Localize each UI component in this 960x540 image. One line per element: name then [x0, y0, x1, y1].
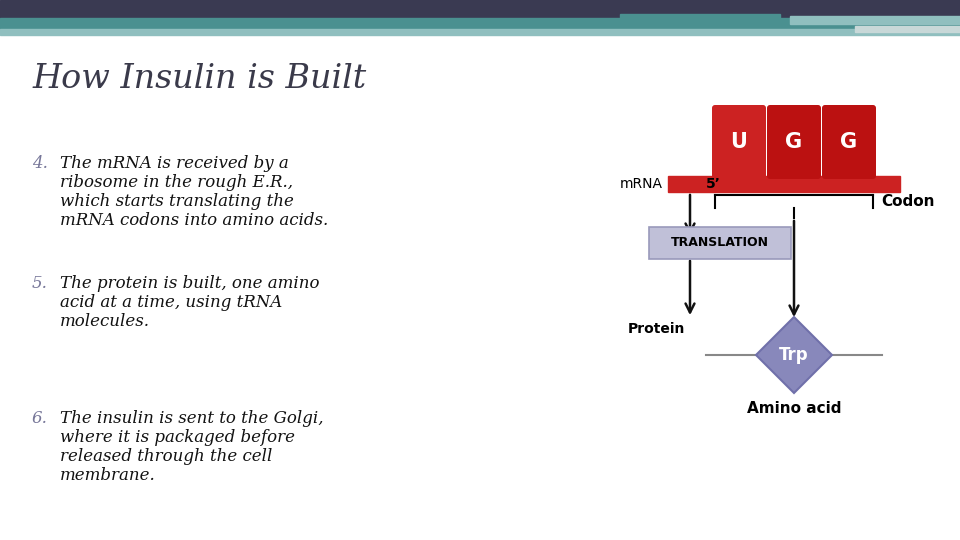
Text: 5’: 5’ [706, 177, 721, 191]
Text: Amino acid: Amino acid [747, 401, 841, 416]
Bar [855, 26, 960, 32]
Text: mRNA codons into amino acids.: mRNA codons into amino acids. [60, 212, 328, 229]
Text: The insulin is sent to the Golgi,: The insulin is sent to the Golgi, [60, 410, 324, 427]
Text: TRANSLATION: TRANSLATION [671, 237, 769, 249]
Text: 5.: 5. [32, 275, 48, 292]
Text: which starts translating the: which starts translating the [60, 193, 294, 210]
Text: molecules.: molecules. [60, 313, 150, 330]
Bar [790, 16, 960, 24]
FancyBboxPatch shape [767, 105, 821, 179]
Text: The protein is built, one amino: The protein is built, one amino [60, 275, 320, 292]
Text: U: U [731, 132, 748, 152]
Text: Protein: Protein [628, 322, 685, 336]
Text: released through the cell: released through the cell [60, 448, 273, 465]
Text: membrane.: membrane. [60, 467, 156, 484]
FancyBboxPatch shape [712, 105, 766, 179]
Text: 6.: 6. [32, 410, 48, 427]
Text: G: G [840, 132, 857, 152]
Text: G: G [785, 132, 803, 152]
Text: mRNA: mRNA [620, 177, 663, 191]
Text: 4.: 4. [32, 155, 48, 172]
Bar [0, 0, 960, 18]
Polygon shape [756, 317, 832, 393]
Text: where it is packaged before: where it is packaged before [60, 429, 295, 446]
Bar [0, 18, 960, 29]
Text: How Insulin is Built: How Insulin is Built [32, 63, 366, 95]
Bar [668, 176, 900, 192]
Bar [0, 29, 960, 35]
Text: Trp: Trp [780, 346, 809, 364]
FancyBboxPatch shape [649, 227, 791, 259]
Text: The mRNA is received by a: The mRNA is received by a [60, 155, 289, 172]
Text: ribosome in the rough E.R.,: ribosome in the rough E.R., [60, 174, 293, 191]
Text: Codon: Codon [881, 194, 934, 210]
Text: acid at a time, using tRNA: acid at a time, using tRNA [60, 294, 282, 311]
FancyBboxPatch shape [822, 105, 876, 179]
Bar [620, 14, 780, 24]
